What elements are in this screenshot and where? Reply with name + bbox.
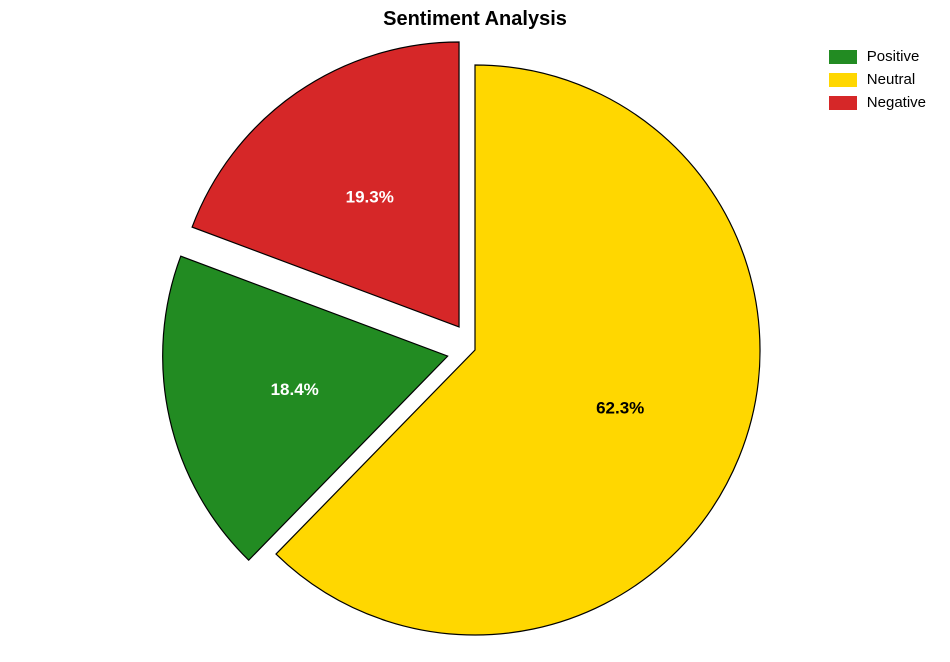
legend-label-positive: Positive (867, 48, 920, 65)
pie-label-negative: 19.3% (346, 188, 394, 207)
pie-label-neutral: 62.3% (596, 399, 644, 418)
legend-swatch-neutral (829, 73, 857, 87)
legend-label-negative: Negative (867, 94, 926, 111)
legend-item-neutral: Neutral (829, 71, 926, 88)
legend-swatch-negative (829, 96, 857, 110)
legend-item-positive: Positive (829, 48, 926, 65)
legend-swatch-positive (829, 50, 857, 64)
legend-item-negative: Negative (829, 94, 926, 111)
pie-label-positive: 18.4% (271, 380, 319, 399)
legend-label-neutral: Neutral (867, 71, 915, 88)
pie-chart-svg: 62.3% 18.4% 19.3% (0, 0, 950, 662)
pie-chart-container: Sentiment Analysis 62.3%18.4%19.3% Posit… (0, 0, 950, 662)
legend: Positive Neutral Negative (829, 48, 926, 117)
